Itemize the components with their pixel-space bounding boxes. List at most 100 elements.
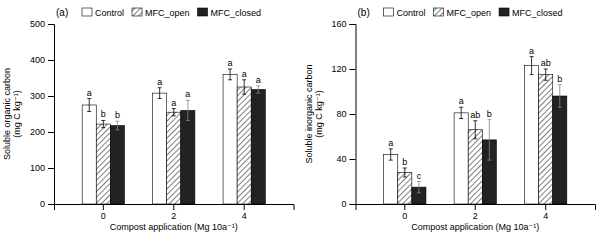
y-tick-label: 0: [40, 199, 45, 209]
error-bar: [172, 109, 176, 116]
x-tick-label: 4: [242, 211, 247, 221]
panel: 0100200300400500024aaabaabaaSoluble orga…: [2, 7, 294, 232]
x-tick-mark: [475, 204, 476, 210]
y-tick: 300: [30, 91, 54, 101]
x-axis-title: Compost application (Mg 10a⁻¹): [411, 222, 539, 232]
bar: [468, 130, 482, 204]
error-bar: [158, 88, 162, 99]
y-tick: 500: [30, 19, 54, 29]
figure: 0100200300400500024aaabaabaaSoluble orga…: [0, 0, 603, 234]
error-bar: [87, 99, 91, 112]
y-tick-mark: [48, 204, 54, 205]
significance-letter: b: [101, 109, 106, 119]
x-tick: 0: [402, 204, 407, 221]
legend-item: MFC_closed: [499, 8, 563, 18]
bar: [153, 93, 167, 204]
y-axis-line: [350, 25, 357, 205]
x-tick: 4: [242, 204, 247, 221]
legend-label: MFC_closed: [211, 8, 262, 18]
error-bar: [101, 120, 105, 127]
bar: [181, 110, 195, 204]
x-tick-mark: [545, 204, 546, 210]
y-tick-label: 500: [30, 19, 45, 29]
series: [82, 69, 237, 204]
error-bar: [544, 69, 548, 80]
significance-letter: a: [157, 77, 162, 87]
letters: aaabababcbb: [388, 46, 562, 181]
plot-area: [82, 69, 265, 204]
error-bar: [228, 69, 232, 80]
error-bar: [530, 57, 534, 75]
error-bar: [487, 120, 491, 161]
x-tick: 2: [473, 204, 478, 221]
error-bar: [115, 121, 119, 130]
y-tick: 160: [331, 19, 355, 29]
legend-item: MFC_open: [132, 8, 190, 18]
y-tick-label: 300: [30, 91, 45, 101]
legend-swatch: [434, 8, 444, 16]
x-tick-mark: [173, 204, 174, 210]
y-tick: 0: [341, 199, 355, 209]
x-tick-label: 2: [473, 211, 478, 221]
y-axis-title: Soluble organic carbon(mg C kg⁻¹): [2, 68, 22, 160]
significance-letter: b: [115, 110, 120, 120]
series: [110, 86, 265, 204]
error-bar: [558, 85, 562, 108]
bar: [237, 87, 251, 204]
x-tick-label: 4: [543, 211, 548, 221]
x-axis: 0 2 4: [55, 204, 295, 221]
y-tick-mark: [48, 132, 54, 133]
significance-letter: a: [529, 46, 534, 56]
y-tick-mark: [350, 204, 356, 205]
x-axis-line: [55, 205, 295, 211]
y-tick: 120: [331, 64, 355, 74]
bar: [96, 124, 110, 204]
legend: Control MFC_open MFC_closed: [82, 8, 261, 18]
x-tick: 4: [543, 204, 548, 221]
bar: [539, 75, 553, 204]
significance-letter: b: [557, 74, 562, 84]
series: [412, 85, 567, 204]
legend-item: MFC_closed: [198, 8, 262, 18]
legend-label: MFC_open: [145, 8, 190, 18]
y-tick-mark: [350, 114, 356, 115]
x-tick-label: 0: [101, 211, 106, 221]
significance-letter: ab: [470, 110, 480, 120]
legend-swatch: [384, 8, 394, 16]
legend-label: MFC_open: [447, 8, 492, 18]
legend: Control MFC_open MFC_closed: [384, 8, 563, 18]
x-axis-line: [356, 205, 596, 211]
y-axis-title: Soluble inorganic carbon(mg C kg⁻¹): [304, 64, 324, 163]
significance-letter: a: [228, 58, 233, 68]
significance-letter: a: [256, 75, 261, 85]
x-tick: 2: [171, 204, 176, 221]
y-tick-label: 160: [331, 19, 346, 29]
significance-letter: c: [417, 171, 422, 181]
y-tick-mark: [48, 96, 54, 97]
significance-letter: ab: [541, 58, 551, 68]
y-tick: 80: [336, 109, 355, 119]
x-tick-label: 0: [402, 211, 407, 221]
error-bar: [459, 107, 463, 118]
y-tick: 400: [30, 55, 54, 65]
y-tick-label: 40: [336, 154, 346, 164]
y-axis-line: [48, 25, 55, 205]
legend-swatch: [82, 8, 92, 16]
y-tick-label: 400: [30, 55, 45, 65]
significance-letter: a: [388, 138, 393, 148]
panel-title: (a): [56, 7, 68, 18]
bar: [110, 126, 124, 204]
error-bar: [417, 182, 421, 193]
legend-label: Control: [95, 8, 124, 18]
y-tick-label: 120: [331, 64, 346, 74]
y-axis: 0100200300400500: [30, 19, 55, 209]
legend-swatch: [132, 8, 142, 16]
panel-title: (b): [358, 7, 370, 18]
series: [398, 69, 553, 204]
y-tick-label: 0: [341, 199, 346, 209]
y-tick-label: 200: [30, 127, 45, 137]
legend-item: Control: [82, 8, 124, 18]
legend-item: MFC_open: [434, 8, 492, 18]
y-tick-mark: [48, 168, 54, 169]
legend-item: Control: [384, 8, 426, 18]
